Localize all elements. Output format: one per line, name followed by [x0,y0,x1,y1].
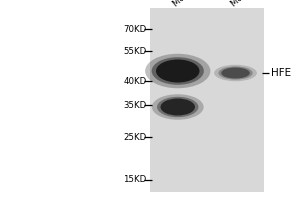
Ellipse shape [156,60,200,82]
Text: 70KD: 70KD [123,24,146,33]
Text: 35KD: 35KD [123,100,146,110]
Text: 25KD: 25KD [123,132,146,142]
Ellipse shape [152,94,204,120]
Bar [150,8,264,192]
Text: 40KD: 40KD [123,76,146,86]
Ellipse shape [214,65,257,81]
Ellipse shape [218,66,253,80]
Text: HFE: HFE [272,68,292,78]
Text: 55KD: 55KD [123,46,146,55]
Ellipse shape [152,57,204,85]
Text: 15KD: 15KD [123,176,146,184]
Text: Mouse heart: Mouse heart [230,0,275,8]
Ellipse shape [160,98,195,116]
Text: Mouse liver: Mouse liver [172,0,214,8]
Ellipse shape [221,68,250,78]
Ellipse shape [145,54,210,88]
Ellipse shape [157,97,199,117]
